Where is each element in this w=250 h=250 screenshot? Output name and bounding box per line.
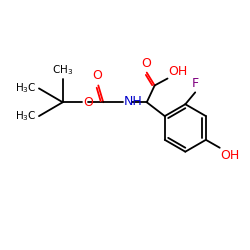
Text: O: O <box>141 56 151 70</box>
Text: O: O <box>92 70 102 82</box>
Text: O: O <box>84 96 93 109</box>
Text: NH: NH <box>124 95 143 108</box>
Text: OH: OH <box>221 149 240 162</box>
Text: OH: OH <box>168 64 188 78</box>
Text: H$_3$C: H$_3$C <box>16 82 37 95</box>
Text: F: F <box>192 78 199 90</box>
Text: CH$_3$: CH$_3$ <box>52 63 73 76</box>
Text: H$_3$C: H$_3$C <box>16 109 37 123</box>
